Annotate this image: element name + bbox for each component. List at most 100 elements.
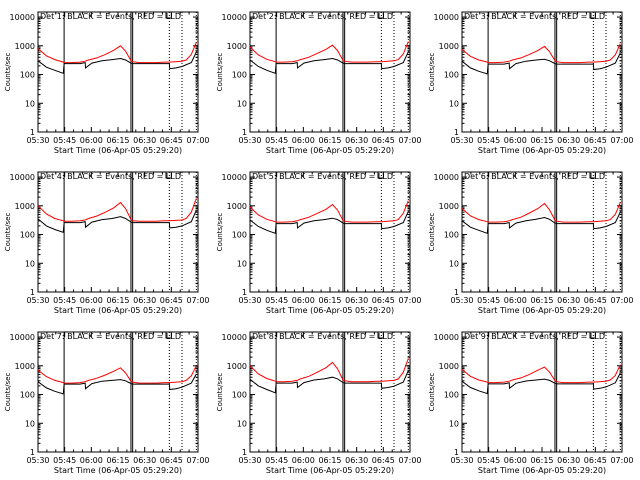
y-tick-label: 1 bbox=[30, 128, 35, 137]
x-tick-label: 06:30 bbox=[345, 136, 368, 145]
y-tick-label: 100 bbox=[444, 71, 459, 80]
x-tick-label: 06:00 bbox=[292, 296, 315, 305]
x-tick-label: 06:00 bbox=[504, 296, 527, 305]
x-tick-label: 05:45 bbox=[477, 456, 500, 465]
x-tick-label: 05:30 bbox=[238, 456, 261, 465]
y-axis-label: Counts/sec bbox=[4, 53, 12, 92]
x-tick-label: 05:45 bbox=[53, 296, 76, 305]
y-tick-label: 10000 bbox=[222, 13, 247, 22]
y-tick-label: 1 bbox=[454, 288, 459, 297]
lld-series-line bbox=[249, 200, 409, 223]
y-tick-label: 100 bbox=[232, 391, 247, 400]
x-tick-label: 07:00 bbox=[398, 136, 421, 145]
x-tick-label: 06:00 bbox=[292, 456, 315, 465]
y-tick-label: 1 bbox=[242, 288, 247, 297]
x-tick-label: 05:30 bbox=[26, 136, 49, 145]
chart-panel: 1 10 100 1000 10000 05:30 05:45 06:00 06:15 06:30… bbox=[4, 11, 210, 155]
events-series-line bbox=[461, 52, 621, 75]
corner-marker bbox=[165, 332, 172, 339]
y-tick-label: 10 bbox=[237, 419, 247, 428]
x-tick-label: 06:15 bbox=[530, 456, 553, 465]
y-tick-label: 100 bbox=[20, 71, 35, 80]
x-tick-label: 06:30 bbox=[557, 456, 580, 465]
x-tick-label: 07:00 bbox=[186, 296, 209, 305]
y-axis-label: Counts/sec bbox=[216, 373, 224, 412]
x-tick-label: 06:00 bbox=[80, 296, 103, 305]
x-tick-label: 06:45 bbox=[584, 296, 607, 305]
x-axis-label: Start Time (06-Apr-05 05:29:20) bbox=[478, 466, 606, 475]
y-tick-label: 10 bbox=[25, 419, 35, 428]
y-tick-label: 1 bbox=[242, 128, 247, 137]
x-tick-label: 06:45 bbox=[160, 136, 183, 145]
corner-marker bbox=[165, 12, 172, 19]
x-tick-label: 05:45 bbox=[53, 136, 76, 145]
chart-title: Det 9: BLACK = Events, RED = LLD bbox=[464, 332, 605, 341]
x-tick-label: 06:45 bbox=[584, 456, 607, 465]
y-tick-label: 10000 bbox=[434, 13, 459, 22]
x-tick-label: 06:30 bbox=[133, 456, 156, 465]
y-tick-label: 100 bbox=[20, 391, 35, 400]
y-tick-label: 100 bbox=[232, 71, 247, 80]
chart-panel: 1 10 100 1000 10000 05:30 05:45 06:00 06:15 06:30… bbox=[4, 331, 210, 475]
y-tick-label: 1000 bbox=[227, 362, 247, 371]
plot-frame bbox=[249, 171, 411, 293]
x-tick-label: 06:15 bbox=[106, 136, 129, 145]
plot-frame bbox=[249, 11, 411, 133]
x-tick-label: 06:15 bbox=[106, 296, 129, 305]
x-axis-label: Start Time (06-Apr-05 05:29:20) bbox=[266, 306, 394, 315]
x-tick-label: 07:00 bbox=[398, 456, 421, 465]
y-tick-label: 10000 bbox=[434, 173, 459, 182]
x-tick-label: 06:45 bbox=[584, 136, 607, 145]
y-tick-label: 10 bbox=[25, 99, 35, 108]
x-tick-label: 07:00 bbox=[610, 136, 633, 145]
x-tick-label: 05:45 bbox=[477, 136, 500, 145]
chart-title: Det 3: BLACK = Events, RED = LLD bbox=[464, 12, 605, 21]
plot-frame bbox=[461, 11, 623, 133]
y-tick-label: 10 bbox=[449, 259, 459, 268]
x-tick-label: 05:45 bbox=[265, 456, 288, 465]
lld-series-line bbox=[249, 358, 409, 383]
x-axis-label: Start Time (06-Apr-05 05:29:20) bbox=[478, 146, 606, 155]
x-axis-label: Start Time (06-Apr-05 05:29:20) bbox=[266, 146, 394, 155]
x-axis-label: Start Time (06-Apr-05 05:29:20) bbox=[478, 306, 606, 315]
x-tick-label: 06:30 bbox=[345, 296, 368, 305]
y-tick-label: 1 bbox=[30, 448, 35, 457]
corner-marker bbox=[377, 12, 384, 19]
x-tick-label: 05:30 bbox=[450, 296, 473, 305]
y-tick-label: 1000 bbox=[439, 362, 459, 371]
x-tick-label: 06:30 bbox=[557, 136, 580, 145]
y-axis-label: Counts/sec bbox=[428, 53, 436, 92]
x-tick-label: 05:30 bbox=[26, 456, 49, 465]
events-series-line bbox=[37, 210, 197, 233]
chart-panel: 1 10 100 1000 10000 05:30 05:45 06:00 06:15 06:30… bbox=[428, 11, 634, 155]
plot-frame bbox=[461, 171, 623, 293]
chart-title: Det 1: BLACK = Events, RED = LLD bbox=[40, 12, 181, 21]
y-tick-label: 1 bbox=[30, 288, 35, 297]
y-tick-label: 10000 bbox=[10, 13, 35, 22]
x-tick-label: 05:45 bbox=[265, 136, 288, 145]
x-tick-label: 07:00 bbox=[398, 296, 421, 305]
y-tick-label: 100 bbox=[444, 391, 459, 400]
x-tick-label: 05:45 bbox=[53, 456, 76, 465]
x-axis-label: Start Time (06-Apr-05 05:29:20) bbox=[54, 466, 182, 475]
x-axis-label: Start Time (06-Apr-05 05:29:20) bbox=[54, 146, 182, 155]
y-tick-label: 10 bbox=[25, 259, 35, 268]
x-tick-label: 05:45 bbox=[477, 296, 500, 305]
x-tick-label: 06:15 bbox=[106, 456, 129, 465]
chart-title: Det 5: BLACK = Events, RED = LLD bbox=[252, 172, 393, 181]
corner-marker bbox=[589, 12, 596, 19]
x-tick-label: 06:00 bbox=[292, 136, 315, 145]
x-tick-label: 06:45 bbox=[160, 296, 183, 305]
lld-series-line bbox=[461, 43, 621, 64]
y-tick-label: 100 bbox=[20, 231, 35, 240]
x-tick-label: 05:30 bbox=[238, 296, 261, 305]
y-tick-label: 1000 bbox=[439, 42, 459, 51]
x-tick-label: 06:00 bbox=[80, 456, 103, 465]
x-tick-label: 06:15 bbox=[318, 296, 341, 305]
chart-panel: 1 10 100 1000 10000 05:30 05:45 06:00 06:15 06:30… bbox=[428, 171, 634, 315]
lld-series-line bbox=[461, 202, 621, 223]
x-tick-label: 06:00 bbox=[504, 456, 527, 465]
corner-marker bbox=[589, 332, 596, 339]
chart-panel: 1 10 100 1000 10000 05:30 05:45 06:00 06:15 06:30… bbox=[216, 11, 422, 155]
